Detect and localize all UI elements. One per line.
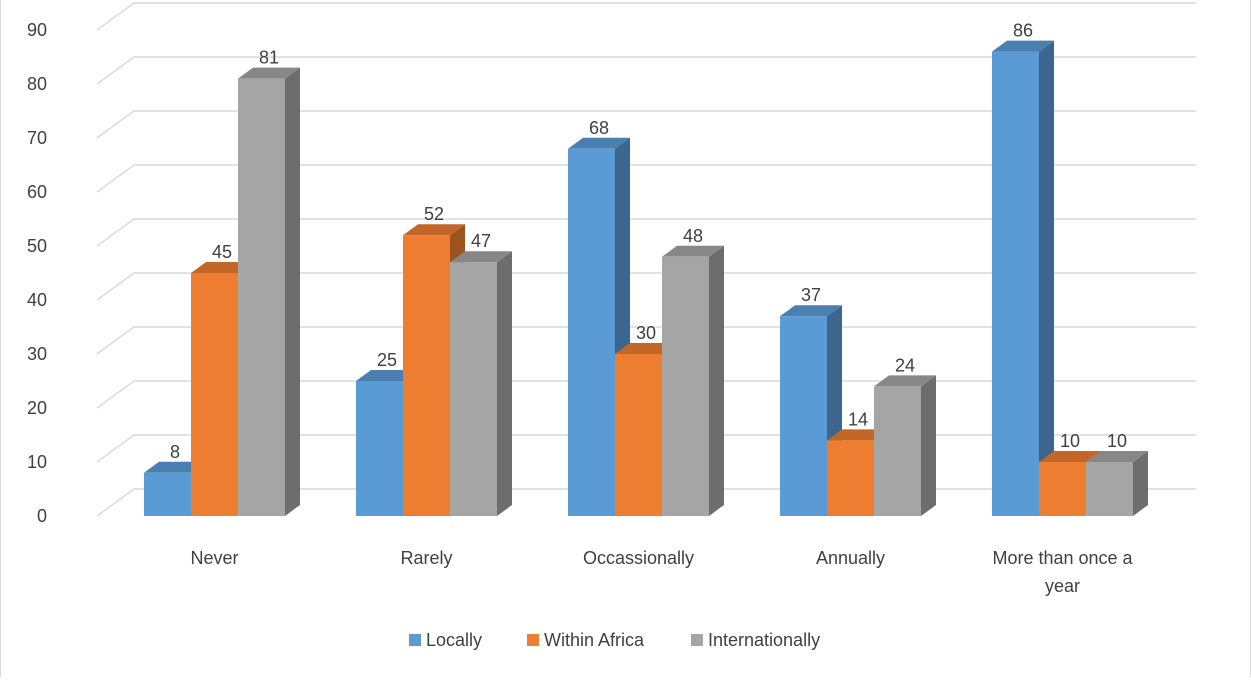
bar-front: [144, 472, 191, 516]
legend-label: Locally: [426, 630, 482, 650]
y-tick-label: 60: [27, 182, 47, 202]
y-tick-label: 10: [27, 452, 47, 472]
data-label: 8: [170, 442, 180, 462]
bar-side: [1039, 40, 1054, 516]
data-label: 81: [259, 48, 279, 68]
gridlines: [96, 2, 1196, 517]
bar-top: [827, 429, 889, 441]
legend-swatch: [527, 634, 539, 646]
x-category-label: Occassionally: [583, 548, 694, 568]
legend-item: Within Africa: [527, 630, 645, 650]
x-axis-categories: Never Rarely Occassionally Annually More tha…: [190, 548, 1133, 596]
y-tick-label: 80: [27, 74, 47, 94]
y-tick-label: 70: [27, 128, 47, 148]
bar-top: [403, 224, 465, 236]
bar-top: [144, 461, 206, 473]
data-label: 30: [636, 323, 656, 343]
bars: [144, 40, 1148, 517]
bar-side: [921, 375, 936, 516]
legend-swatch: [409, 634, 421, 646]
bar-top: [1039, 451, 1101, 462]
bar: [1086, 451, 1148, 516]
data-label: 37: [801, 285, 821, 305]
x-category-label: Never: [190, 548, 238, 568]
bar-front: [191, 273, 238, 516]
bar-front: [615, 354, 662, 516]
bar-front: [874, 386, 921, 516]
x-category-label: Annually: [816, 548, 885, 568]
bar: [568, 137, 630, 517]
data-label: 45: [212, 242, 232, 262]
data-label: 47: [471, 231, 491, 251]
gridline: [96, 2, 1196, 31]
legend-swatch: [691, 634, 703, 646]
bar-front: [662, 256, 709, 516]
bar-side: [497, 251, 512, 516]
y-tick-label: 0: [37, 506, 47, 526]
bar-front: [992, 51, 1039, 516]
bar-front: [450, 262, 497, 516]
gridline: [96, 110, 1196, 139]
bar-front: [780, 316, 827, 516]
bar-front: [1039, 462, 1086, 516]
bar-front: [1086, 462, 1133, 516]
bar-top: [780, 305, 842, 317]
y-tick-label: 50: [27, 236, 47, 256]
y-tick-label: 30: [27, 344, 47, 364]
data-label: 14: [848, 409, 868, 429]
data-label: 52: [424, 204, 444, 224]
legend-item: Locally: [409, 630, 482, 650]
gridline: [96, 164, 1196, 193]
bar-front: [403, 235, 450, 516]
bar-top: [662, 245, 724, 257]
bar: [662, 245, 724, 517]
data-label: 68: [589, 118, 609, 138]
bar-top: [874, 375, 936, 387]
y-tick-label: 90: [27, 20, 47, 40]
bar-front: [568, 148, 615, 517]
data-label: 25: [377, 350, 397, 370]
data-labels: 8 45 81 25 52 47 68 30 48 37 14 24 86 10 10: [170, 21, 1127, 462]
legend-item: Internationally: [691, 630, 820, 650]
data-label: 86: [1013, 21, 1033, 41]
legend: Locally Within Africa Internationally: [409, 630, 820, 650]
bar-top: [568, 137, 630, 149]
bar: [992, 40, 1054, 516]
bar-top: [1086, 451, 1148, 462]
bar-front: [238, 78, 285, 516]
bar-top: [191, 262, 253, 273]
data-label: 10: [1060, 431, 1080, 451]
bar: [780, 305, 842, 516]
gridline: [96, 218, 1196, 247]
y-axis-ticks: 0 10 20 30 40 50 60 70 80 90: [27, 20, 47, 526]
bar-top: [992, 40, 1054, 52]
data-label: 10: [1107, 431, 1127, 451]
bar-top: [615, 343, 677, 354]
bar-top: [238, 67, 300, 79]
bar: [874, 375, 936, 516]
x-category-label: Rarely: [400, 548, 452, 568]
bar: [238, 67, 300, 516]
bar-side: [709, 245, 724, 517]
y-tick-label: 20: [27, 398, 47, 418]
x-category-label: More than once a year: [992, 548, 1133, 596]
bar-side: [285, 67, 300, 516]
bar-front: [356, 381, 403, 516]
bar-front: [827, 440, 874, 516]
y-tick-label: 40: [27, 290, 47, 310]
data-label: 48: [683, 226, 703, 246]
bar-side: [1133, 451, 1148, 516]
bar-top: [450, 251, 512, 263]
gridline: [96, 56, 1196, 85]
legend-label: Within Africa: [544, 630, 645, 650]
bar-top: [356, 370, 418, 381]
bar: [450, 251, 512, 516]
legend-label: Internationally: [708, 630, 820, 650]
data-label: 24: [895, 355, 915, 375]
gridline: [96, 272, 1196, 301]
